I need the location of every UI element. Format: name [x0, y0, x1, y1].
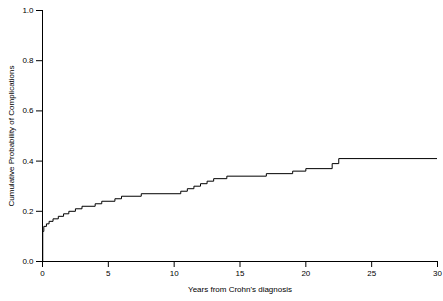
svg-text:0.6: 0.6 [22, 106, 34, 115]
svg-text:15: 15 [236, 269, 245, 278]
svg-text:1.0: 1.0 [22, 6, 34, 15]
svg-text:0.4: 0.4 [22, 157, 34, 166]
svg-text:10: 10 [170, 269, 179, 278]
svg-text:25: 25 [367, 269, 376, 278]
svg-text:0.8: 0.8 [22, 56, 34, 65]
svg-text:0.0: 0.0 [22, 257, 34, 266]
svg-text:0.2: 0.2 [22, 207, 34, 216]
svg-text:Years from Crohn's diagnosis: Years from Crohn's diagnosis [188, 285, 292, 294]
svg-text:0: 0 [40, 269, 45, 278]
svg-text:5: 5 [106, 269, 111, 278]
svg-text:20: 20 [301, 269, 310, 278]
svg-text:Cumulative Probability of Comp: Cumulative Probability of Complications [7, 66, 16, 207]
svg-text:30: 30 [433, 269, 442, 278]
